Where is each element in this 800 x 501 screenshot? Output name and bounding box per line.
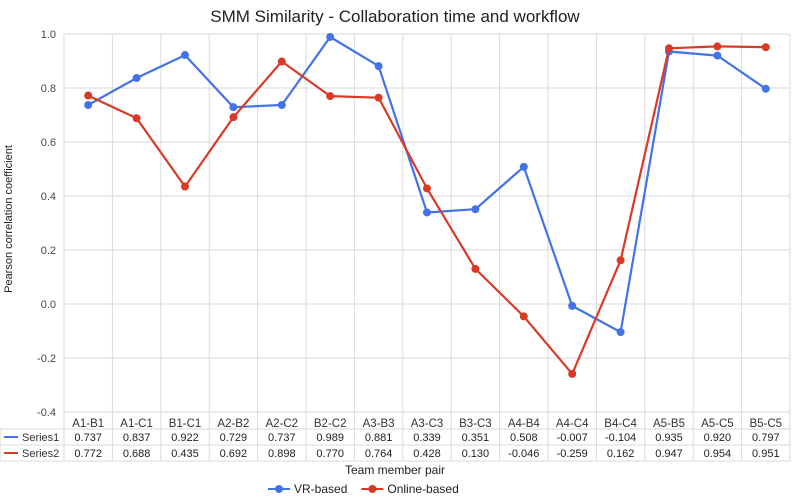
series-layer (84, 32, 770, 378)
x-category-label: B5-C5 (749, 418, 782, 430)
data-point (665, 44, 673, 53)
table-cell-value: 0.162 (607, 448, 635, 460)
x-category-label: A3-C3 (411, 418, 444, 430)
y-tick-label: 0.2 (41, 245, 56, 257)
table-cell-value: 0.428 (413, 448, 441, 460)
data-point (326, 92, 335, 101)
table-cell-value: 0.989 (316, 432, 344, 444)
table-series-name: Series1 (22, 432, 59, 444)
table-cell-value: 0.737 (74, 432, 102, 444)
x-axis-label: Team member pair (345, 463, 445, 477)
table-cell-value: 0.435 (171, 448, 199, 460)
data-point (84, 101, 93, 110)
x-category-label: A2-C2 (265, 418, 298, 430)
table-series-name: Series2 (22, 448, 59, 460)
data-point (229, 113, 238, 122)
table-cell-value: -0.007 (557, 432, 588, 444)
data-point (181, 51, 189, 60)
x-category-label: A1-B1 (72, 418, 104, 430)
table-cell-value: 0.692 (220, 448, 248, 460)
legend: VR-based Online-based (268, 482, 459, 496)
legend-swatch-marker (368, 485, 377, 493)
data-point (132, 74, 141, 83)
data-point (374, 62, 383, 71)
data-point (471, 264, 480, 273)
table-cell-value: 0.339 (413, 432, 441, 444)
chart-title: SMM Similarity - Collaboration time and … (210, 7, 580, 26)
data-point (519, 162, 528, 171)
data-point (471, 205, 480, 214)
x-category-label: A1-C1 (120, 418, 153, 430)
table-cell-value: 0.688 (123, 448, 151, 460)
table-cell-value: 0.351 (462, 432, 490, 444)
data-point (84, 91, 93, 100)
y-tick-label: -0.4 (37, 407, 56, 419)
data-point (616, 256, 625, 265)
data-point (132, 114, 141, 123)
data-point (713, 51, 722, 60)
table-cell-value: 0.770 (316, 448, 344, 460)
table-cell-value: 0.935 (655, 432, 683, 444)
data-point (181, 182, 189, 191)
y-tick-label: 1.0 (41, 29, 56, 41)
data-point (761, 84, 770, 93)
data-point (229, 103, 238, 112)
table-cell-value: 0.737 (268, 432, 296, 444)
y-tick-label: 0.6 (41, 137, 56, 149)
legend-label: Online-based (387, 482, 458, 496)
data-point (616, 328, 625, 337)
data-table: A1-B1 A1-C1 B1-C1 A2-B2 A2-C2 B2-C2 A3-B3 A3-C3… (0, 418, 790, 462)
table-cell-value: 0.954 (704, 448, 732, 460)
table-cell-value: 0.772 (74, 448, 102, 460)
table-cell-value: 0.922 (171, 432, 199, 444)
x-category-label: A2-B2 (217, 418, 249, 430)
table-cell-value: 0.837 (123, 432, 151, 444)
y-tick-label: -0.2 (37, 353, 56, 365)
y-axis-label: Pearson correlation coefficient (3, 145, 15, 293)
x-category-label: B2-C2 (314, 418, 347, 430)
x-category-label: B4-C4 (604, 418, 637, 430)
data-point (713, 42, 722, 51)
grid-layer (63, 33, 791, 461)
table-cell-value: 0.508 (510, 432, 538, 444)
data-point (761, 43, 770, 52)
y-tick-label: 0.4 (41, 191, 56, 203)
data-point (519, 312, 528, 321)
table-cell-value: 0.881 (365, 432, 393, 444)
legend-swatch-marker (275, 485, 283, 493)
x-category-label: A5-B5 (653, 418, 685, 430)
legend-label: VR-based (294, 482, 347, 496)
table-cell-value: 0.947 (655, 448, 683, 460)
x-category-label: A5-C5 (701, 418, 734, 430)
x-category-label: A4-B4 (508, 418, 541, 430)
x-category-label: B3-C3 (459, 418, 492, 430)
x-category-label: A4-C4 (556, 418, 589, 430)
data-point (277, 57, 286, 66)
table-cell-value: 0.920 (704, 432, 732, 444)
data-point (423, 208, 431, 217)
table-cell-value: -0.259 (557, 448, 588, 460)
x-category-label: B1-C1 (169, 418, 202, 430)
table-cell-value: 0.764 (365, 448, 393, 460)
table-cell-value: 0.797 (752, 432, 780, 444)
data-point (423, 184, 431, 193)
table-cell-value: 0.729 (220, 432, 248, 444)
table-cell-value: 0.898 (268, 448, 296, 460)
data-point (374, 93, 383, 102)
table-cell-value: -0.104 (605, 432, 636, 444)
y-tick-label: 0.0 (41, 299, 56, 311)
table-cell-value: 0.130 (462, 448, 490, 460)
data-point (277, 101, 286, 110)
y-tick-label: 0.8 (41, 83, 56, 95)
data-point (568, 369, 577, 378)
table-cell-value: 0.951 (752, 448, 780, 460)
data-point (568, 301, 577, 310)
data-point (326, 32, 335, 41)
y-tick-labels: 1.0 0.8 0.6 0.4 0.2 0.0 -0.2 -0.4 (37, 29, 56, 419)
table-cell-value: -0.046 (508, 448, 539, 460)
x-category-label: A3-B3 (363, 418, 395, 430)
